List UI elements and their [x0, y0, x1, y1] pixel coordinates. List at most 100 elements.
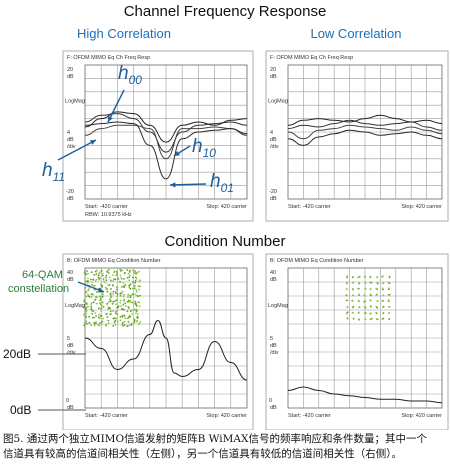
- constellation-point: [369, 293, 372, 296]
- arrow-h01: [169, 183, 207, 186]
- constellation-point: [112, 280, 115, 282]
- constellation-point: [136, 290, 138, 293]
- constellation-point: [90, 308, 93, 311]
- constellation-point: [110, 294, 112, 297]
- constellation-point: [101, 293, 104, 296]
- constellation-point: [136, 320, 138, 323]
- constellation-point: [105, 279, 108, 282]
- constellation-point: [376, 276, 378, 279]
- y-tick-top-unit: dB: [67, 74, 74, 80]
- constellation-point: [100, 303, 102, 306]
- constellation-point: [113, 321, 116, 323]
- constellation-point: [119, 299, 122, 302]
- constellation-point: [369, 318, 372, 321]
- constellation-point: [124, 302, 127, 305]
- y-tick-mid-value: 5: [67, 336, 70, 342]
- series-line-1: [287, 114, 443, 126]
- constellation-point: [93, 322, 96, 325]
- y-tick-mid-unit: dB: [270, 137, 277, 143]
- constellation-point: [134, 309, 136, 311]
- constellation-point: [129, 283, 132, 286]
- constellation-point: [95, 296, 97, 298]
- y-tick-bottom-value: -20: [269, 189, 277, 195]
- constellation-point: [84, 286, 87, 289]
- constellation-point: [133, 287, 136, 290]
- constellation-point: [104, 286, 107, 289]
- constellation-point: [139, 294, 142, 297]
- constellation-point: [123, 300, 125, 302]
- constellation-point: [122, 325, 125, 327]
- constellation-point: [97, 274, 100, 277]
- constellation-point: [112, 310, 114, 312]
- constellation-point: [123, 320, 126, 323]
- y-tick-top-value: 20: [270, 67, 276, 73]
- constellation-point: [357, 318, 360, 321]
- constellation-point: [108, 284, 111, 286]
- constellation-point: [129, 316, 131, 318]
- stop-label: Stop: 420 carrier: [401, 204, 442, 210]
- constellation-point: [108, 268, 110, 271]
- constellation-point: [114, 278, 117, 281]
- constellation-point: [137, 313, 139, 315]
- constellation-point: [388, 312, 390, 314]
- panel-condition-low: B: OFDM MIMO Eq Condition Number40dBLogM…: [265, 253, 449, 430]
- constellation-point: [123, 294, 125, 296]
- constellation-point: [100, 307, 102, 310]
- constellation-point: [346, 317, 349, 320]
- constellation-point: [100, 323, 103, 326]
- constellation-point: [126, 325, 129, 327]
- constellation-point: [114, 312, 117, 315]
- panel-high-correlation: F: OFDM MIMO Eq Ch Freq Resp20dBLogMag4d…: [62, 50, 254, 222]
- constellation-point: [101, 301, 104, 304]
- start-label: Start: -420 carrier: [288, 204, 331, 210]
- constellation-point: [101, 272, 104, 275]
- constellation-point: [375, 305, 378, 308]
- constellation-point: [95, 322, 97, 325]
- constellation-point: [370, 306, 372, 308]
- constellation-point: [358, 282, 360, 285]
- constellation-point: [104, 281, 107, 284]
- constellation-point: [87, 272, 89, 275]
- y-tick-bottom-unit: dB: [67, 405, 74, 411]
- constellation-point: [107, 300, 110, 303]
- constellation-point: [92, 316, 94, 319]
- constellation-point: [369, 275, 372, 278]
- constellation-point: [116, 313, 119, 316]
- panel-header-text: F: OFDM MIMO Eq Ch Freq Resp: [67, 55, 150, 61]
- y-tick-mid-unit: dB: [270, 343, 277, 349]
- arrow-h00: [107, 89, 125, 123]
- constellation-point: [137, 285, 140, 287]
- constellation-point: [382, 282, 385, 284]
- constellation-point: [87, 293, 89, 296]
- constellation-point: [100, 283, 102, 286]
- constellation-point: [97, 276, 100, 279]
- constellation-point: [351, 299, 354, 302]
- constellation-point: [358, 306, 361, 308]
- constellation-point: [134, 276, 137, 279]
- y-tick-mid-div: /div: [67, 350, 76, 356]
- constellation-point: [375, 318, 378, 321]
- series-line-3: [287, 124, 443, 140]
- constellation-point: [120, 277, 123, 280]
- constellation-point: [131, 276, 134, 279]
- y-tick-mid-div: /div: [67, 144, 76, 150]
- constellation-point: [110, 279, 113, 282]
- constellation-point: [108, 276, 111, 279]
- constellation-point: [112, 284, 114, 287]
- constellation-point: [91, 309, 93, 312]
- constellation-point: [137, 301, 140, 304]
- constellation-point: [102, 278, 105, 280]
- rbw-label: RBW: 10.9375 kHz: [85, 212, 132, 218]
- constellation-point: [98, 307, 100, 310]
- y-axis-label: LogMag: [268, 303, 288, 309]
- constellation-point: [115, 317, 118, 320]
- series-line-4: [84, 121, 248, 180]
- constellation-point: [85, 315, 87, 318]
- constellation-point: [113, 270, 116, 272]
- constellation-point: [85, 320, 88, 323]
- constellation-point: [133, 319, 136, 322]
- constellation-point: [134, 300, 137, 303]
- constellation-point: [124, 305, 127, 307]
- constellation-point: [95, 278, 98, 281]
